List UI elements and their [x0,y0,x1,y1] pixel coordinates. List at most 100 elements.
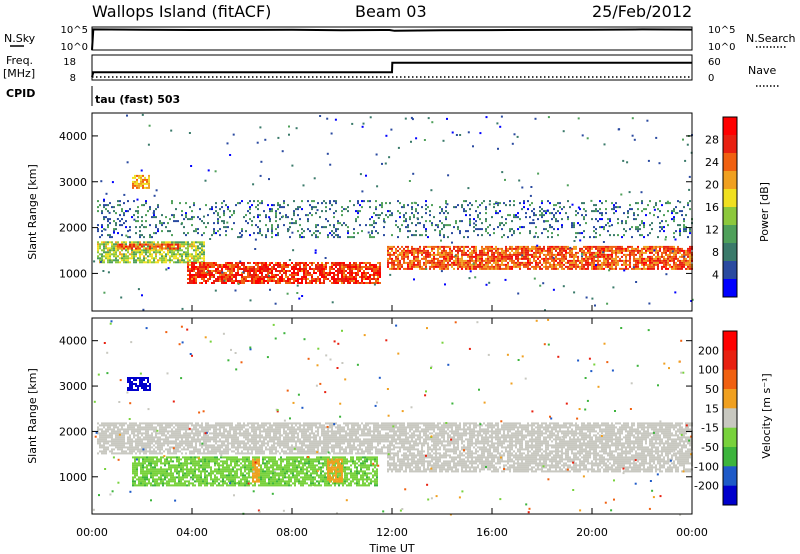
freq-right-tick-top: 60 [708,57,721,68]
velocity-cell [115,436,117,439]
power-cell [525,247,527,250]
power-cell [167,249,169,252]
power-cell [585,251,587,254]
power-cell [299,234,301,237]
power-cell [187,278,189,280]
power-cell [581,257,583,260]
power-cell [425,220,427,223]
power-cell [193,262,195,264]
power-cell [463,259,465,262]
power-cell [115,224,117,227]
velocity-cell [179,430,181,433]
power-cell [405,245,407,248]
velocity-cell [179,440,181,443]
power-cell [241,282,243,284]
power-cell [327,236,329,239]
velocity-cell [185,444,187,447]
velocity-cell [207,424,209,427]
power-cell [513,259,515,262]
power-cell [423,251,425,254]
power-speckle [123,193,126,196]
velocity-cell [147,444,149,447]
power-cell [121,241,123,244]
power-cell [605,257,607,260]
power-cell [225,280,227,282]
power-cell [201,268,203,270]
power-cell [137,247,139,250]
power-cell [249,200,251,203]
power-cell [101,234,103,237]
power-cell [515,245,517,248]
velocity-cell [213,432,215,435]
power-cell [225,266,227,268]
power-cell [455,257,457,260]
power-cell [639,249,641,252]
power-cell [229,276,231,278]
power-cell [187,274,189,276]
velocity-cell [177,444,179,447]
power-cell [467,267,469,270]
power-cell [445,259,447,262]
power-cell [183,259,185,262]
power-cell [471,257,473,260]
power-cell [497,202,499,205]
power-cell [161,257,163,260]
power-cell [607,249,609,252]
power-cell [671,251,673,254]
power-cell [133,261,135,264]
power-speckle [268,216,271,219]
power-cell [195,259,197,262]
velocity-cell [219,452,221,455]
velocity-cell [105,430,107,433]
power-cell [183,243,185,246]
power-cell [635,259,637,262]
power-cell [689,267,691,270]
velocity-cell [183,440,185,443]
power-cell [649,267,651,270]
power-cell [403,255,405,258]
power-cell [611,247,613,250]
power-cell [535,247,537,250]
power-cell [387,265,389,268]
velocity-cell [169,436,171,439]
power-cell [283,268,285,270]
velocity-cell [199,452,201,455]
power-cell [573,226,575,229]
power-cell [495,267,497,270]
power-cell [129,241,131,244]
power-cell [142,182,144,185]
power-cell [141,261,143,264]
velocity-cell [115,446,117,449]
power-cell [665,265,667,268]
power-cell [503,259,505,262]
power-speckle [326,117,329,120]
velocity-cell [175,428,177,431]
power-cell [509,204,511,207]
power-cell [475,249,477,252]
velocity-cell [181,448,183,451]
power-cell [679,263,681,266]
power-cell [537,265,539,268]
power-cell [599,200,601,203]
power-cell [577,255,579,258]
velocity-cell [181,452,183,455]
power-cell [261,274,263,276]
power-cell [407,247,409,250]
power-cell [145,220,147,223]
power-cell [171,249,173,252]
power-cell [515,216,517,219]
power-cell [297,272,299,274]
power-cell [109,218,111,221]
velocity-cell [131,444,133,447]
power-cell [423,249,425,252]
power-cell [129,261,131,264]
power-cell [613,251,615,254]
power-cell [669,255,671,258]
power-cell [575,214,577,217]
power-cell [335,200,337,203]
power-cell [309,282,311,284]
velocity-cell [179,450,181,453]
power-cell [371,270,373,272]
power-cell [563,245,565,248]
power-cell [553,257,555,260]
